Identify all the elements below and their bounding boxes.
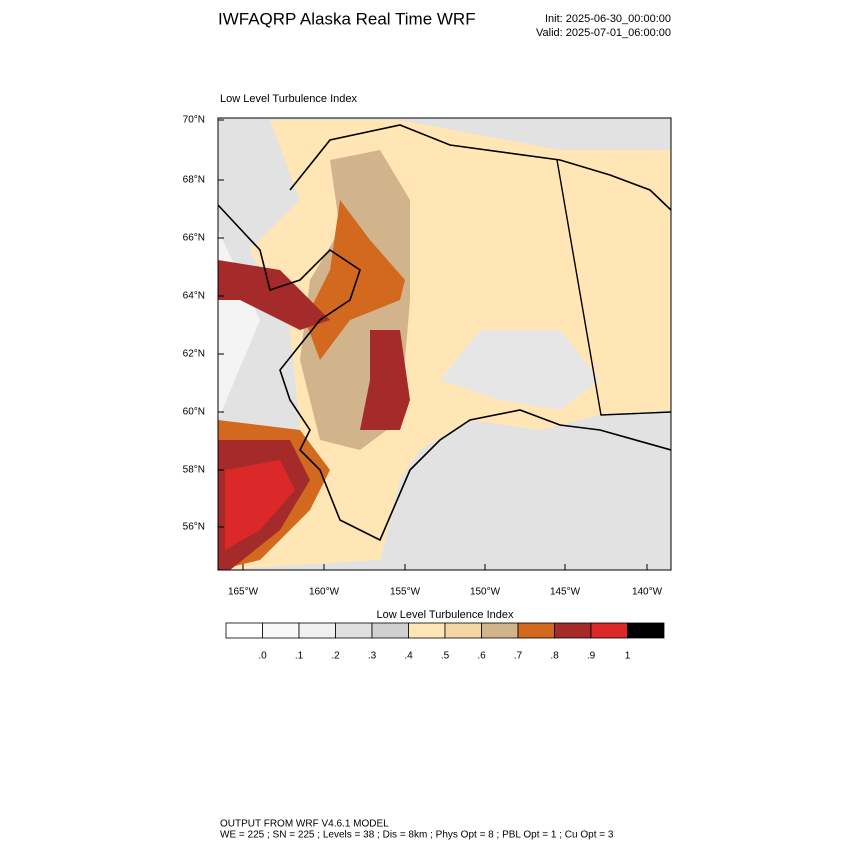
lat-label: 66°N — [183, 233, 205, 244]
lat-label: 62°N — [183, 349, 205, 360]
coastline — [289, 124, 671, 211]
map-frame — [217, 117, 672, 571]
lat-label: 56°N — [183, 522, 205, 533]
colorbar-box — [371, 622, 409, 639]
footer-line: OUTPUT FROM WRF V4.6.1 MODEL — [220, 819, 389, 830]
colorbar-label: 1 — [625, 651, 631, 662]
colorbar-label: .5 — [441, 651, 450, 662]
border — [556, 159, 671, 416]
colorbar-label: .4 — [404, 651, 413, 662]
valid-time: Valid: 2025-07-01_06:00:00 — [536, 27, 671, 39]
colorbar-label: .0 — [258, 651, 267, 662]
field-area — [225, 460, 295, 550]
colorbar-label: .3 — [368, 651, 377, 662]
colorbar-title: Low Level Turbulence Index — [377, 609, 514, 621]
lon-label: 145°W — [550, 587, 581, 598]
lat-label: 58°N — [183, 465, 205, 476]
colorbar-box — [444, 622, 482, 639]
colorbar-box — [262, 622, 300, 639]
field-area — [360, 330, 410, 430]
title: IWFAQRP Alaska Real Time WRF — [218, 9, 476, 28]
colorbar-label: .8 — [550, 651, 559, 662]
map-subtitle: Low Level Turbulence Index — [220, 93, 357, 105]
init-time: Init: 2025-06-30_00:00:00 — [545, 13, 671, 25]
footer-line: WE = 225 ; SN = 225 ; Levels = 38 ; Dis … — [220, 830, 614, 841]
land-field — [218, 120, 671, 570]
colorbar-label: .6 — [477, 651, 486, 662]
colorbar-box — [408, 622, 446, 639]
colorbar-box — [225, 622, 263, 639]
colorbar-box — [335, 622, 373, 639]
colorbar-box — [627, 622, 665, 639]
colorbar-box — [481, 622, 519, 639]
lat-label: 68°N — [183, 175, 205, 186]
lat-label: 60°N — [183, 407, 205, 418]
lon-label: 160°W — [309, 587, 340, 598]
field-area — [218, 260, 330, 330]
colorbar-box — [517, 622, 555, 639]
colorbar-label: .7 — [514, 651, 523, 662]
colorbar-label: .1 — [295, 651, 304, 662]
colorbar-label: .2 — [331, 651, 340, 662]
colorbar-box — [298, 622, 336, 639]
lon-label: 150°W — [470, 587, 501, 598]
lat-label: 70°N — [183, 115, 205, 126]
colorbar-box — [554, 622, 592, 639]
lon-label: 165°W — [228, 587, 259, 598]
lon-label: 155°W — [390, 587, 421, 598]
colorbar-box — [590, 622, 628, 639]
field-area — [440, 330, 600, 410]
map-field — [218, 118, 671, 570]
lat-label: 64°N — [183, 291, 205, 302]
coastline — [218, 204, 671, 542]
colorbar-label: .9 — [587, 651, 596, 662]
lon-label: 140°W — [632, 587, 663, 598]
